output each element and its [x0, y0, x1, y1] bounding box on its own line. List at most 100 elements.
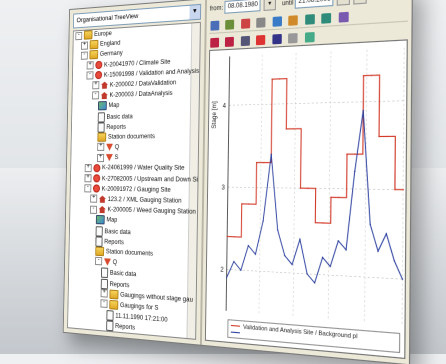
site-icon — [95, 61, 102, 69]
tree-node-label: Reports — [110, 280, 130, 289]
expand-icon[interactable]: + — [84, 174, 91, 182]
gridline — [328, 51, 331, 318]
folder-icon — [95, 247, 104, 257]
grid-icon[interactable] — [288, 33, 298, 44]
tree-node-label: K-20091972 / Gauging Site — [102, 185, 171, 193]
open-icon[interactable] — [210, 21, 219, 31]
site-icon — [93, 164, 100, 172]
legend-swatch — [231, 325, 240, 326]
series-line-red — [227, 74, 404, 243]
export-icon[interactable] — [241, 18, 250, 28]
doc-icon — [98, 122, 105, 132]
folder-icon — [89, 50, 98, 60]
tree-node-label: Basic data — [106, 113, 132, 121]
tree-node-label: Gaugings for S — [120, 302, 159, 312]
doc-icon — [101, 268, 108, 279]
expand-icon[interactable]: + — [90, 195, 97, 203]
tree-node-label: Europe — [94, 30, 112, 38]
expand-icon[interactable]: + — [85, 164, 92, 172]
line-icon[interactable] — [272, 34, 281, 44]
table-icon[interactable] — [288, 15, 298, 26]
doc-icon — [106, 310, 113, 321]
tree-node-label: K-200002 / DataValidation — [110, 79, 177, 89]
from-label: from: — [210, 5, 223, 12]
organisational-tree: - Europe + England - Germany + K-20041970 / Cli… — [67, 22, 201, 340]
tree-node-label: K-20041970 / Climate Site — [104, 58, 171, 68]
settings-icon[interactable] — [338, 12, 348, 23]
collapse-icon[interactable]: - — [84, 184, 91, 192]
zoom-out-icon[interactable] — [321, 13, 331, 24]
print-icon[interactable] — [226, 20, 235, 30]
doc-icon — [101, 278, 108, 289]
from-date-field[interactable]: 08.08.1980 — [225, 0, 261, 14]
gauge-icon — [104, 258, 111, 266]
gridline — [293, 53, 296, 316]
calendar-icon[interactable]: ▾ — [264, 0, 277, 11]
expand-icon[interactable]: + — [87, 61, 94, 69]
application-window: Organisational TreeView ▼ - Europe + Englan… — [63, 0, 413, 364]
collapse-icon[interactable]: - — [81, 51, 88, 59]
site-icon — [93, 185, 100, 193]
tree-node-label: Map — [108, 102, 119, 109]
tree-node-label: Q — [115, 144, 119, 151]
legend-icon[interactable] — [305, 32, 315, 43]
tree-node-label: Station documents — [106, 248, 153, 258]
chart-icon[interactable] — [272, 16, 281, 27]
chart-pane: from: 08.08.1980 ▾ until 21.08.2006 ▾ ✓ — [202, 0, 412, 364]
chart-svg: 432Stage [m]Validation and Analysis Site… — [206, 40, 409, 360]
tree-node-label: Reports — [106, 123, 126, 130]
folder-icon — [84, 30, 93, 40]
zoom-in-icon[interactable] — [305, 14, 315, 25]
cursor-icon[interactable] — [241, 36, 250, 46]
tree-node-label: K-200003 / DataAnalysis — [110, 90, 173, 99]
perspective-stage: Organisational TreeView ▼ - Europe + Englan… — [0, 0, 446, 354]
tree-view-selector-label: Organisational TreeView — [76, 13, 138, 25]
chevron-down-icon[interactable]: ▼ — [189, 5, 200, 19]
until-date-field[interactable]: 21.08.2006 — [295, 0, 334, 9]
y-tick-label: 3 — [221, 185, 224, 192]
data-point — [354, 171, 355, 172]
marker-icon[interactable] — [256, 35, 265, 45]
gridline — [229, 101, 404, 106]
house-icon — [101, 92, 108, 99]
tree-node-label: Basic data — [110, 270, 137, 279]
gridline — [259, 55, 262, 313]
folder-icon — [97, 132, 106, 141]
apply-icon[interactable]: ✓ — [353, 0, 367, 5]
collapse-icon[interactable]: - — [90, 205, 97, 213]
doc-icon — [106, 321, 113, 332]
tree-node-label: 123.2 / XML Gauging Station — [108, 196, 182, 205]
calendar-icon[interactable]: ▾ — [337, 0, 350, 6]
hydrograph-plot[interactable]: 4 3 2 Stage [m] Validation and Analysis Site… — [205, 39, 408, 359]
tree-pane: Organisational TreeView ▼ - Europe + Englan… — [64, 0, 207, 345]
house-icon — [99, 206, 106, 213]
collapse-icon[interactable]: - — [92, 92, 99, 100]
gridline — [364, 50, 366, 322]
collapse-icon[interactable]: - — [95, 257, 102, 266]
tree-node[interactable]: + S — [71, 153, 198, 164]
expand-icon[interactable]: + — [101, 289, 108, 298]
tree-node-label: Q — [113, 259, 118, 266]
redo-icon[interactable] — [225, 37, 234, 47]
collapse-icon[interactable]: - — [75, 31, 82, 39]
folder-icon — [109, 300, 118, 310]
undo-icon[interactable] — [210, 38, 219, 48]
doc-icon — [98, 112, 105, 122]
map-icon — [96, 215, 105, 224]
gridline — [227, 269, 403, 279]
expand-icon[interactable]: + — [81, 41, 88, 49]
tree-node-label: S — [115, 154, 119, 161]
collapse-icon[interactable]: - — [100, 300, 107, 309]
tree-node-label: Reports — [115, 323, 135, 332]
collapse-icon[interactable]: - — [86, 71, 93, 79]
tree-node[interactable]: + Q — [71, 142, 198, 153]
tree-node-label: Reports — [104, 238, 124, 246]
expand-icon[interactable]: + — [92, 81, 99, 89]
doc-icon — [96, 226, 103, 236]
expand-icon[interactable]: + — [97, 154, 104, 162]
y-tick-label: 2 — [220, 267, 223, 274]
copy-icon[interactable] — [257, 17, 266, 27]
doc-icon — [95, 236, 102, 247]
expand-icon[interactable]: + — [97, 143, 104, 151]
site-icon — [95, 71, 102, 79]
